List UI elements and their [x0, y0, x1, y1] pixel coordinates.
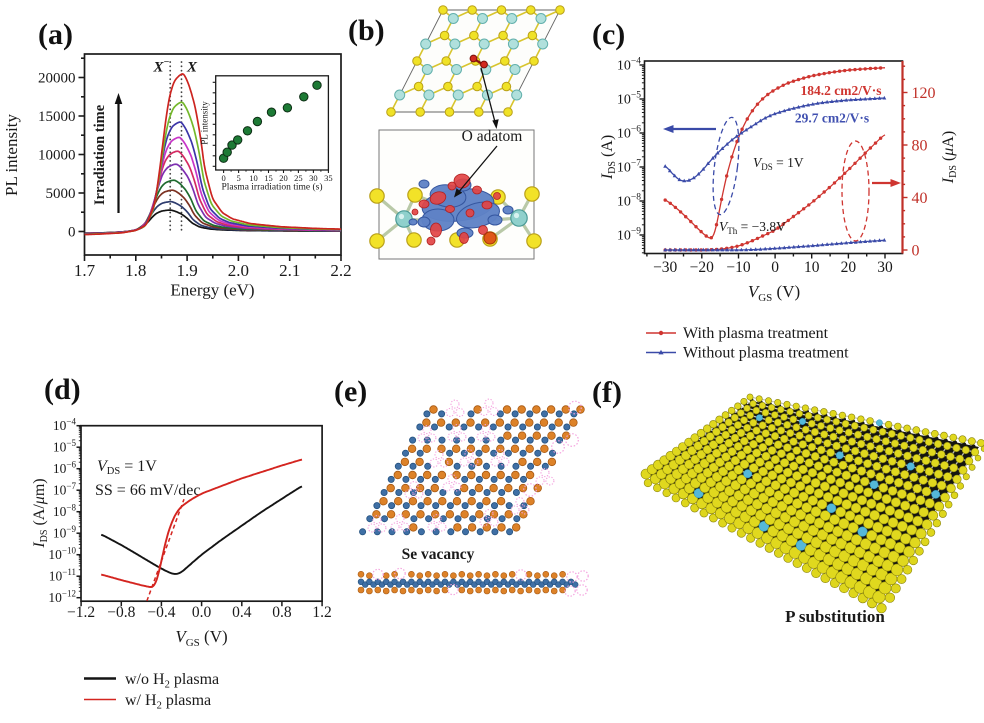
svg-text:1.8: 1.8: [125, 261, 146, 280]
svg-text:0.8: 0.8: [272, 604, 292, 621]
svg-text:20000: 20000: [38, 71, 76, 87]
svg-text:X: X: [152, 60, 164, 76]
svg-text:120: 120: [912, 85, 936, 102]
svg-text:PL intensity: PL intensity: [2, 113, 21, 196]
svg-text:25: 25: [294, 173, 303, 183]
svg-text:P substitution: P substitution: [785, 607, 885, 626]
svg-text:(f): (f): [592, 376, 622, 409]
svg-text:29.7 cm2/V·s: 29.7 cm2/V·s: [795, 111, 869, 126]
svg-text:5000: 5000: [46, 186, 76, 202]
svg-text:0: 0: [771, 259, 779, 276]
svg-text:20: 20: [841, 259, 857, 276]
svg-text:10000: 10000: [38, 148, 76, 164]
svg-text:(c): (c): [592, 18, 625, 51]
svg-text:40: 40: [912, 190, 928, 207]
svg-text:1.2: 1.2: [312, 604, 331, 621]
svg-text:Without plasma treatment: Without plasma treatment: [683, 345, 849, 362]
svg-text:−1.2: −1.2: [67, 604, 95, 621]
svg-text:Irradiation time: Irradiation time: [92, 104, 108, 205]
svg-text:(e): (e): [334, 375, 367, 408]
svg-text:0: 0: [221, 173, 225, 183]
svg-text:80: 80: [912, 138, 928, 155]
svg-text:20: 20: [279, 173, 288, 183]
svg-text:Energy (eV): Energy (eV): [170, 281, 254, 300]
svg-text:X: X: [186, 60, 198, 76]
svg-text:(d): (d): [44, 373, 81, 406]
svg-text:With plasma treatment: With plasma treatment: [683, 325, 829, 342]
svg-text:184.2 cm2/V·s: 184.2 cm2/V·s: [801, 83, 882, 98]
svg-text:0.4: 0.4: [232, 604, 252, 621]
svg-text:−0.8: −0.8: [107, 604, 135, 621]
svg-text:1.9: 1.9: [176, 261, 197, 280]
svg-text:0.0: 0.0: [192, 604, 212, 621]
svg-text:SS = 66 mV/dec: SS = 66 mV/dec: [95, 482, 200, 499]
svg-text:Plasma irradiation time (s): Plasma irradiation time (s): [221, 182, 322, 193]
svg-text:−0.4: −0.4: [147, 604, 175, 621]
svg-text:15000: 15000: [38, 109, 76, 125]
svg-text:−10: −10: [726, 259, 750, 276]
svg-text:0: 0: [68, 225, 76, 241]
svg-text:PL intensity: PL intensity: [200, 101, 210, 145]
svg-text:−: −: [164, 57, 170, 68]
svg-text:VDS = 1V: VDS = 1V: [97, 458, 157, 477]
svg-text:2.0: 2.0: [228, 261, 249, 280]
svg-text:(a): (a): [38, 18, 73, 51]
svg-text:35: 35: [324, 173, 333, 183]
svg-text:−20: −20: [690, 259, 714, 276]
svg-text:IDS (μA): IDS (μA): [940, 131, 959, 184]
svg-text:2.2: 2.2: [330, 261, 351, 280]
svg-text:VGS (V): VGS (V): [748, 282, 800, 304]
svg-text:IDS (A): IDS (A): [599, 135, 618, 180]
svg-text:2.1: 2.1: [279, 261, 300, 280]
svg-text:VGS (V): VGS (V): [175, 627, 227, 649]
svg-text:Se vacancy: Se vacancy: [402, 546, 475, 563]
svg-text:(b): (b): [348, 14, 385, 47]
svg-text:15: 15: [264, 173, 273, 183]
svg-text:w/ H2 plasma: w/ H2 plasma: [125, 692, 211, 712]
svg-text:O adatom: O adatom: [462, 128, 523, 145]
svg-text:5: 5: [236, 173, 240, 183]
svg-text:IDS (A/μm): IDS (A/μm): [31, 478, 50, 548]
svg-text:1.7: 1.7: [74, 261, 96, 280]
svg-text:10: 10: [804, 259, 820, 276]
svg-text:10: 10: [249, 173, 258, 183]
svg-text:0: 0: [912, 243, 920, 260]
svg-text:30: 30: [877, 259, 893, 276]
svg-text:−30: −30: [653, 259, 677, 276]
svg-text:VTh = −3.8V: VTh = −3.8V: [719, 219, 786, 236]
svg-text:30: 30: [309, 173, 318, 183]
svg-text:w/o H2 plasma: w/o H2 plasma: [125, 671, 219, 691]
svg-text:VDS = 1V: VDS = 1V: [753, 155, 804, 172]
